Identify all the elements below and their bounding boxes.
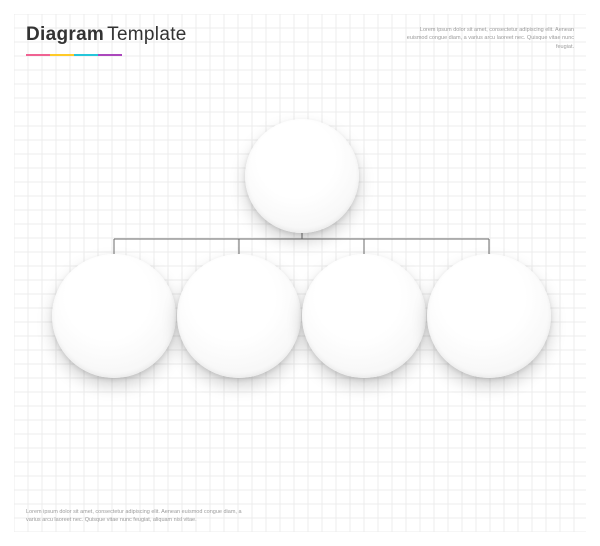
node-c2 [177,254,301,378]
node-c1 [52,254,176,378]
footer-lorem: Lorem ipsum dolor sit amet, consectetur … [26,508,251,525]
node-c3 [302,254,426,378]
node-c4 [427,254,551,378]
node-root [245,119,359,233]
diagram-canvas: DiagramTemplate Lorem ipsum dolor sit am… [14,14,586,532]
diagram [14,14,586,532]
